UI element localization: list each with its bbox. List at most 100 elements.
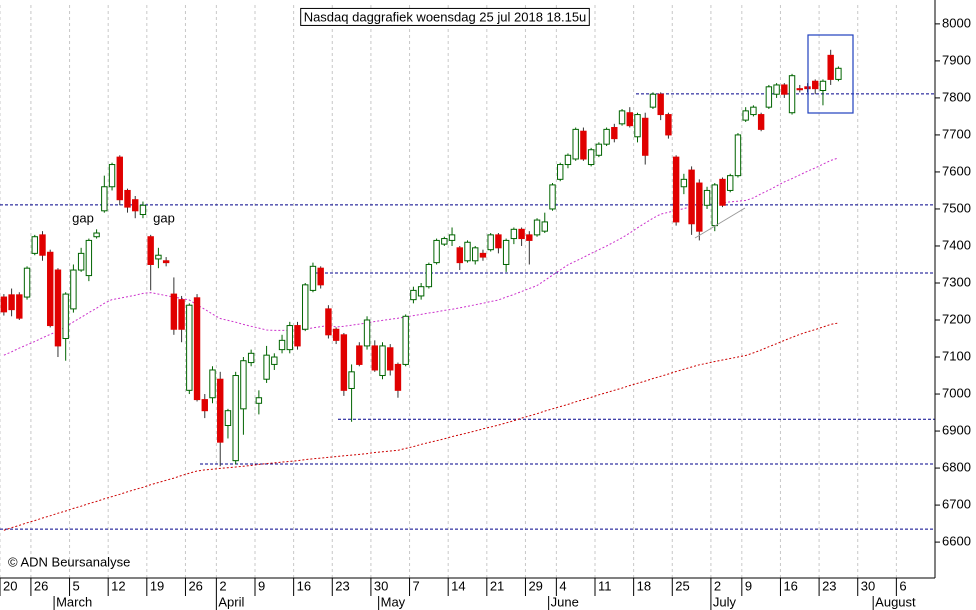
candle-body	[325, 308, 332, 336]
candle-body	[688, 169, 695, 225]
x-tick-label: 11	[598, 578, 612, 593]
x-tick-label: 25	[675, 578, 689, 593]
candle-body	[402, 315, 409, 365]
candle-body	[116, 156, 123, 201]
x-tick-label: 26	[34, 578, 48, 593]
candle-body	[363, 319, 371, 347]
candle-body	[642, 117, 649, 156]
y-tick-label: 7300	[942, 274, 971, 289]
x-tick-label: 23	[822, 578, 836, 593]
candle-body	[827, 54, 834, 80]
candle-body	[788, 75, 796, 114]
candle-body	[379, 345, 386, 377]
y-tick-label: 6600	[942, 534, 971, 549]
y-tick-label: 7200	[942, 311, 971, 326]
x-tick-label: 12	[111, 578, 125, 593]
x-tick-label: 9	[745, 578, 752, 593]
candle-body	[711, 184, 718, 227]
candle-body	[812, 80, 819, 90]
candle-body	[240, 360, 247, 410]
candle-body	[441, 238, 448, 245]
x-tick-label: 30	[374, 578, 388, 593]
candle-body	[657, 93, 664, 116]
candle-body	[224, 410, 232, 426]
candle-body	[727, 175, 734, 191]
candle-body	[201, 399, 208, 412]
y-tick-label: 7400	[942, 237, 971, 252]
candle-body	[108, 164, 116, 188]
candle-body	[734, 134, 742, 177]
candle-body	[147, 236, 154, 265]
candle-body	[479, 252, 487, 258]
candle-body	[757, 114, 765, 130]
candle-body	[193, 297, 201, 401]
candle-body	[549, 184, 556, 210]
candle-body	[186, 304, 193, 391]
candle-body	[39, 234, 46, 256]
x-tick-label: 16	[297, 578, 311, 593]
y-tick-label: 6900	[942, 422, 971, 437]
candle-body	[526, 234, 533, 241]
annotation: gap	[72, 210, 94, 225]
candle-body	[309, 265, 317, 291]
candle-body	[587, 149, 595, 166]
highlight-box	[807, 34, 854, 114]
candle-body	[618, 110, 626, 125]
x-tick-label: 30	[861, 578, 875, 593]
candle-body	[835, 67, 842, 80]
month-label: August	[875, 594, 916, 609]
candle-body	[425, 263, 433, 288]
candle-body	[502, 239, 510, 265]
moving-average	[3, 322, 839, 531]
candle-body	[139, 204, 147, 216]
candle-body	[533, 219, 541, 236]
x-tick-label: 16	[783, 578, 797, 593]
candle-body	[626, 112, 633, 127]
candle-body	[742, 110, 749, 121]
candle-body	[317, 267, 324, 286]
x-tick-label: 19	[150, 578, 164, 593]
candle-body	[155, 254, 162, 260]
candle-body	[132, 199, 139, 212]
candle-body	[85, 239, 93, 277]
y-tick-label: 7500	[942, 200, 971, 215]
candle-body	[232, 375, 239, 462]
candle-body	[47, 251, 54, 327]
y-tick-label: 6800	[942, 460, 971, 475]
candle-body	[0, 296, 8, 313]
candle-body	[765, 86, 773, 108]
candle-body	[649, 93, 657, 108]
candle-body	[541, 221, 548, 232]
y-tick-label: 7800	[942, 89, 971, 104]
candle-body	[433, 239, 440, 264]
month-label: May	[381, 594, 406, 609]
candle-body	[448, 234, 456, 241]
candle-body	[348, 371, 355, 389]
candle-body	[101, 186, 108, 212]
candle-body	[124, 189, 131, 208]
candle-body	[781, 84, 788, 95]
candle-body	[665, 114, 672, 136]
candle-body	[93, 232, 100, 238]
candle-body	[278, 339, 286, 351]
candle-body	[302, 284, 309, 330]
candle-body	[170, 293, 178, 330]
month-label: June	[551, 594, 579, 609]
candle-body	[611, 127, 618, 140]
x-tick-label: 23	[335, 578, 349, 593]
candle-body	[580, 130, 587, 160]
candle-body	[16, 294, 23, 319]
candle-body	[340, 334, 348, 391]
moving-average	[3, 157, 839, 356]
x-tick-label: 26	[188, 578, 202, 593]
candle-body	[387, 347, 394, 371]
x-tick-label: 2	[219, 578, 226, 593]
candle-body	[603, 128, 610, 145]
candle-body	[209, 369, 216, 399]
candle-body	[8, 294, 15, 311]
y-tick-label: 7600	[942, 163, 971, 178]
annotation: gap	[153, 210, 175, 225]
candle-body	[54, 269, 62, 347]
